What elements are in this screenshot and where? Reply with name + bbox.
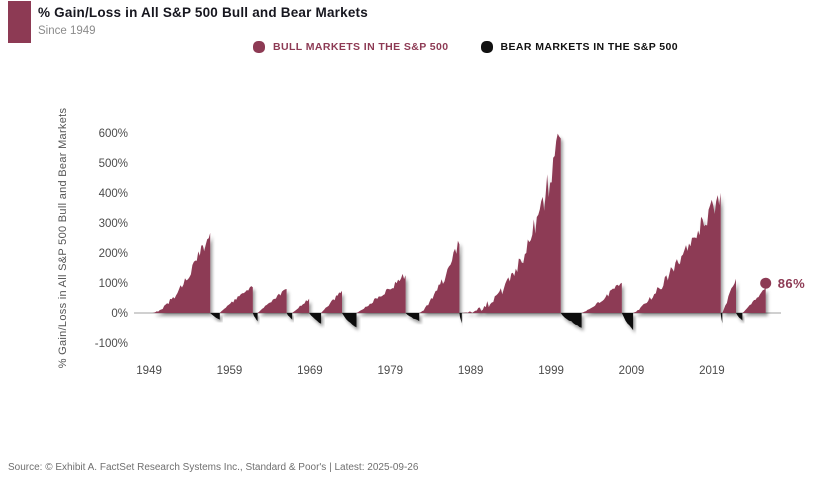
latest-point-dot: [760, 277, 772, 289]
bull-segment: [742, 287, 766, 313]
bull-marker-icon: [253, 41, 265, 53]
x-tick-label: 1959: [217, 365, 243, 377]
bear-segment: [210, 313, 220, 320]
bear-segment: [720, 313, 723, 324]
bear-segment: [342, 313, 357, 328]
y-tick-label: -100%: [95, 338, 128, 350]
bull-segment: [581, 282, 622, 313]
legend-label-bear: BEAR MARKETS IN THE S&P 500: [500, 41, 679, 53]
bear-segment: [459, 313, 462, 324]
title-accent-bar: [8, 1, 31, 43]
bull-segment: [461, 133, 561, 313]
bull-segment: [152, 232, 211, 313]
legend: BULL MARKETS IN THE S&P 500 BEAR MARKETS…: [253, 41, 678, 53]
legend-label-bull: BULL MARKETS IN THE S&P 500: [273, 41, 449, 53]
x-tick-label: 1989: [458, 365, 484, 377]
x-tick-label: 1999: [538, 365, 564, 377]
source-note: Source: © Exhibit A. FactSet Research Sy…: [8, 462, 419, 473]
chart-subtitle: Since 1949: [38, 25, 96, 37]
bear-segment: [252, 313, 258, 322]
x-tick-label: 2019: [699, 365, 725, 377]
y-tick-label: 500%: [99, 158, 128, 170]
bull-segment: [292, 298, 310, 313]
x-tick-label: 1979: [377, 365, 403, 377]
bear-segment: [736, 313, 743, 321]
bear-marker-icon: [480, 41, 493, 53]
bull-segment: [633, 192, 721, 313]
chart-title: % Gain/Loss in All S&P 500 Bull and Bear…: [38, 5, 368, 20]
bear-segment: [286, 313, 293, 320]
bull-segment: [356, 273, 406, 313]
bear-segment: [621, 313, 634, 331]
bear-segment: [309, 313, 322, 324]
bear-segment: [560, 313, 582, 328]
bull-segment: [219, 286, 253, 313]
bull-segment: [722, 278, 736, 313]
y-tick-label: 300%: [99, 218, 128, 230]
bull-segment: [419, 240, 460, 313]
legend-item-bear: BEAR MARKETS IN THE S&P 500: [480, 41, 679, 53]
bear-segment: [405, 313, 420, 322]
bull-segment: [321, 290, 342, 313]
y-tick-label: 400%: [99, 188, 128, 200]
latest-gain-label: 86%: [778, 276, 806, 291]
x-tick-label: 1969: [297, 365, 323, 377]
y-tick-label: 600%: [99, 128, 128, 140]
y-tick-label: 0%: [111, 308, 128, 320]
market-segments: [152, 133, 766, 331]
bull-segment: [257, 289, 287, 313]
x-tick-label: 1949: [136, 365, 162, 377]
x-tick-label: 2009: [619, 365, 645, 377]
y-axis-title: % Gain/Loss in All S&P 500 Bull and Bear…: [57, 107, 69, 368]
y-tick-label: 200%: [99, 248, 128, 260]
y-tick-label: 100%: [99, 278, 128, 290]
legend-item-bull: BULL MARKETS IN THE S&P 500: [253, 41, 449, 53]
